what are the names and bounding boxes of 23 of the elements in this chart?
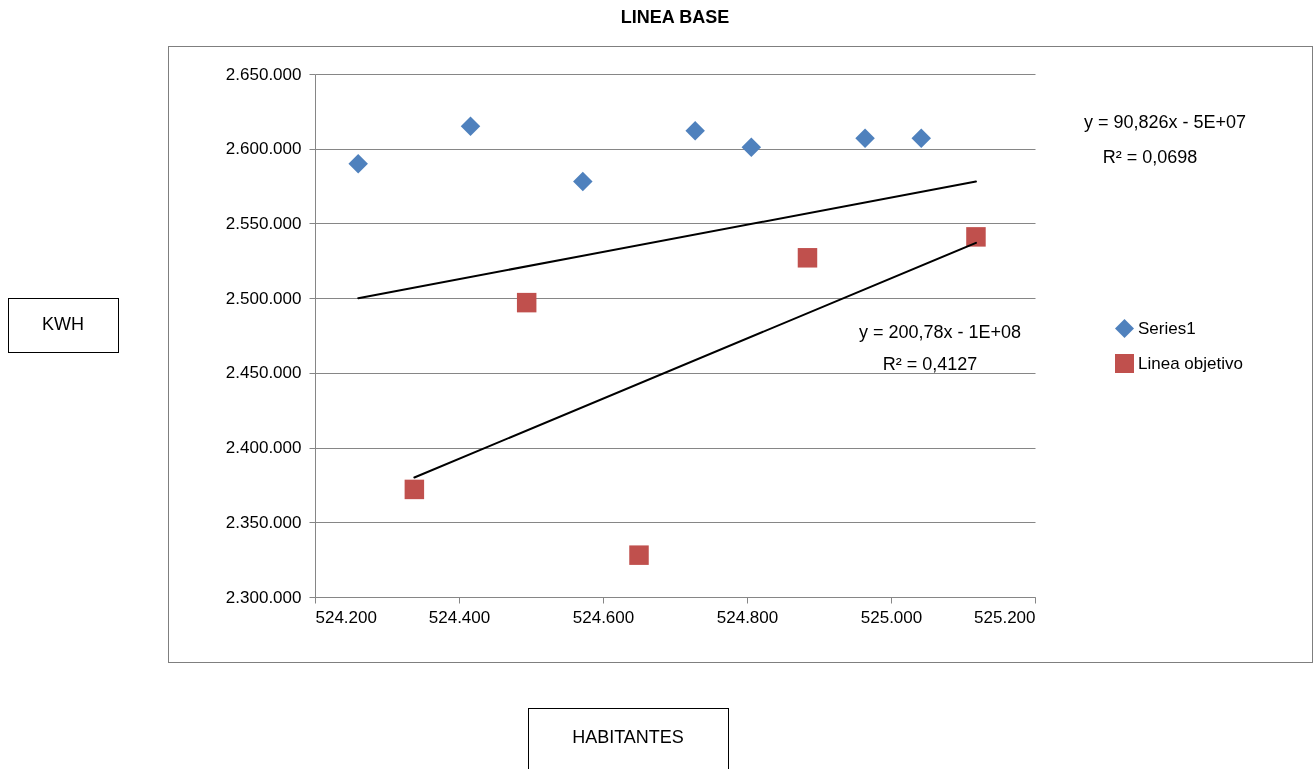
y-tick-label: 2.300.000 bbox=[225, 587, 302, 607]
text: KWH bbox=[42, 314, 84, 334]
text: HABITANTES bbox=[572, 727, 684, 747]
x-tick-label: 524.400 bbox=[428, 607, 491, 627]
y-tick-label: 2.600.000 bbox=[225, 139, 302, 159]
y-tick-label: 2.650.000 bbox=[225, 64, 302, 84]
x-tick-label: 525.200 bbox=[974, 607, 1036, 627]
x-tick-label: 524.200 bbox=[315, 607, 377, 627]
y-tick-label: 2.550.000 bbox=[225, 213, 302, 233]
annotation: y = 200,78x - 1E+08 bbox=[858, 322, 1022, 342]
x-tick-label: 524.600 bbox=[572, 607, 635, 627]
text: y = 90,826x - 5E+07 bbox=[1083, 112, 1247, 132]
legend-label: Series1 bbox=[1138, 318, 1196, 338]
y-tick-label: 2.350.000 bbox=[225, 512, 302, 532]
text: R² = 0,0698 bbox=[1102, 147, 1198, 167]
y-tick-label: 2.450.000 bbox=[225, 363, 302, 383]
y-tick-label: 2.500.000 bbox=[225, 288, 302, 308]
chart-title: LINEA BASE bbox=[620, 7, 730, 27]
legend-label: Linea objetivo bbox=[1138, 353, 1243, 373]
annotation: R² = 0,4127 bbox=[882, 354, 978, 374]
y-tick-label: 2.400.000 bbox=[225, 438, 302, 458]
x-tick-label: 524.800 bbox=[716, 607, 779, 627]
x-tick-label: 525.000 bbox=[860, 607, 923, 627]
